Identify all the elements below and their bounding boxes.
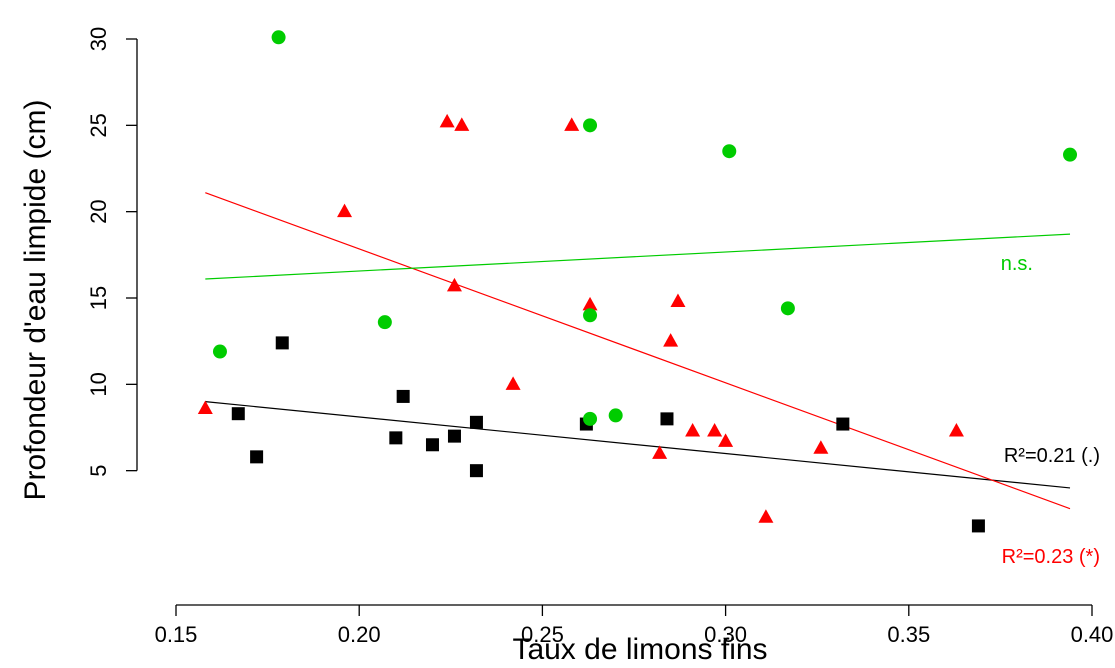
fit-line <box>205 401 1071 489</box>
fit-line <box>205 233 1071 280</box>
data-point-triangle <box>707 422 723 437</box>
data-point-square <box>469 464 483 478</box>
x-tick-label: 0.20 <box>338 622 381 647</box>
y-axis: 5 10 15 20 25 30 <box>86 27 138 477</box>
data-point-triangle <box>718 433 734 447</box>
x-tick-label: 0.30 <box>704 622 747 647</box>
data-point-circle <box>271 30 286 45</box>
data-point-triangle <box>663 333 679 347</box>
y-axis-label: Profondeur d'eau limpide (cm) <box>19 100 52 501</box>
x-axis-label: Taux de limons fins <box>512 633 767 666</box>
data-point-square <box>231 407 245 421</box>
data-point-triangle <box>564 117 580 131</box>
y-tick-label: 5 <box>86 465 111 477</box>
y-tick-label: 15 <box>86 286 111 310</box>
y-tick-label: 25 <box>86 113 111 137</box>
data-point-triangle <box>670 293 686 307</box>
x-tick-label: 0.15 <box>155 622 198 647</box>
data-point-circle <box>377 315 392 330</box>
x-tick-label: 0.40 <box>1071 622 1114 647</box>
fit-annotations: R²=0.21 (.) R²=0.23 (*) n.s. <box>1001 253 1100 568</box>
fit-annotation: R²=0.21 (.) <box>1004 445 1100 467</box>
data-point-triangle <box>652 445 668 459</box>
data-point-square <box>836 417 850 431</box>
data-point-square <box>389 431 403 445</box>
data-point-square <box>660 412 674 426</box>
fit-annotation: R²=0.23 (*) <box>1002 546 1100 568</box>
y-tick-label: 30 <box>86 27 111 51</box>
data-point-triangle <box>439 113 455 128</box>
x-tick-label: 0.25 <box>521 622 564 647</box>
data-point-circle <box>608 408 623 423</box>
data-point-square <box>250 450 264 464</box>
data-point-square <box>425 438 439 452</box>
data-points <box>197 30 1078 533</box>
data-point-triangle <box>813 440 829 454</box>
data-point-triangle <box>337 203 353 218</box>
x-tick-label: 0.35 <box>887 622 930 647</box>
data-point-circle <box>583 308 598 323</box>
data-point-triangle <box>685 422 701 437</box>
data-point-triangle <box>197 400 213 415</box>
data-point-triangle <box>758 509 774 523</box>
data-point-triangle <box>582 296 598 311</box>
data-point-square <box>396 389 410 403</box>
data-point-triangle <box>505 376 521 390</box>
y-tick-label: 10 <box>86 372 111 396</box>
data-point-circle <box>722 144 737 159</box>
fit-line <box>205 192 1071 510</box>
data-point-circle <box>1063 147 1078 162</box>
data-point-circle <box>212 344 227 359</box>
data-point-circle <box>583 118 598 133</box>
data-point-triangle <box>446 277 462 292</box>
fit-lines <box>205 192 1071 510</box>
data-point-triangle <box>948 422 964 437</box>
fit-annotation: n.s. <box>1001 253 1033 275</box>
data-point-square <box>275 336 289 350</box>
y-tick-label: 20 <box>86 199 111 223</box>
data-point-square <box>469 415 483 429</box>
data-point-square <box>971 519 985 533</box>
data-point-circle <box>583 411 598 426</box>
data-point-triangle <box>454 117 470 131</box>
data-point-circle <box>780 301 795 316</box>
data-point-square <box>447 429 461 443</box>
x-axis: 0.15 0.20 0.25 0.30 0.35 0.40 <box>155 604 1114 647</box>
